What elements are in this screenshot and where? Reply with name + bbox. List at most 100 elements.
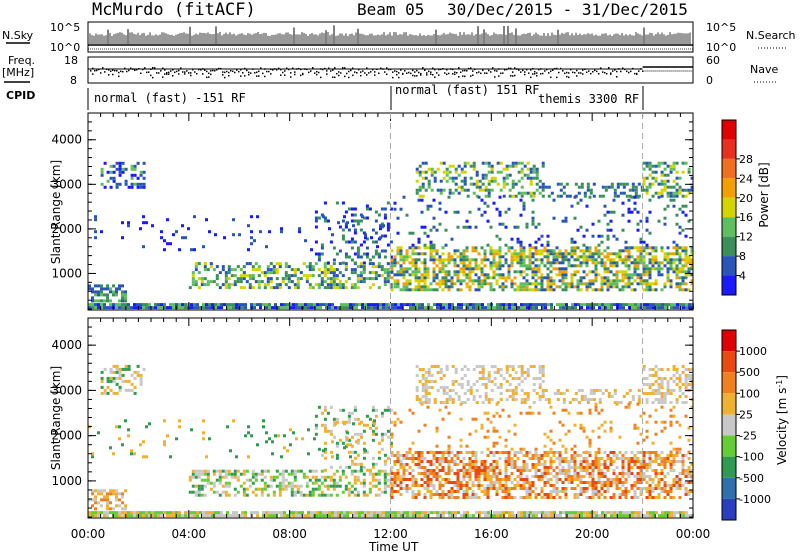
scatter-cell	[510, 460, 514, 463]
scatter-cell	[462, 472, 466, 475]
scatter-cell	[468, 279, 472, 283]
scatter-cell	[191, 283, 195, 287]
freq-dot	[242, 72, 244, 74]
scatter-cell	[408, 472, 412, 475]
scatter-cell	[648, 490, 652, 493]
scatter-cell	[489, 288, 493, 292]
scatter-cell	[251, 490, 255, 494]
scatter-cell	[684, 258, 688, 262]
scatter-cell	[229, 303, 232, 307]
date-range: 30/Dec/2015 - 31/Dec/2015	[447, 0, 688, 19]
scatter-cell	[558, 454, 562, 457]
scatter-cell	[633, 273, 637, 277]
scatter-cell	[666, 454, 670, 457]
scatter-cell	[642, 255, 646, 259]
scatter-cell	[489, 249, 493, 253]
scatter-cell	[335, 201, 339, 205]
scatter-cell	[556, 303, 559, 307]
scatter-cell	[484, 514, 487, 518]
scatter-cell	[633, 261, 637, 265]
scatter-cell	[498, 195, 502, 199]
scatter-cell	[634, 185, 638, 189]
scatter-cell	[525, 487, 529, 490]
scatter-cell	[468, 288, 472, 292]
scatter-cell	[490, 188, 494, 192]
scatter-cell	[594, 490, 598, 493]
scatter-cell	[290, 472, 294, 476]
scatter-cell	[505, 306, 508, 310]
scatter-cell	[408, 246, 412, 250]
scatter-cell	[505, 176, 509, 180]
scatter-cell	[687, 472, 691, 475]
freq-dot	[412, 69, 414, 72]
scatter-cell	[549, 276, 553, 280]
scatter-cell	[94, 290, 97, 294]
freq-unit: [MHz]	[2, 66, 34, 79]
scatter-cell	[411, 264, 415, 268]
scatter-cell	[441, 264, 445, 268]
scatter-cell	[447, 279, 451, 283]
scatter-cell	[284, 271, 288, 275]
scatter-cell	[588, 282, 592, 286]
freq-dot	[400, 69, 402, 71]
scatter-cell	[544, 511, 547, 515]
scatter-cell	[331, 306, 334, 310]
scatter-cell	[103, 293, 106, 297]
scatter-cell	[678, 188, 682, 192]
nsky-trace	[88, 25, 693, 50]
scatter-cell	[203, 469, 207, 473]
scatter-cell	[627, 273, 631, 277]
scatter-cell	[148, 306, 151, 310]
scatter-cell	[408, 282, 412, 286]
colorbar-tick-label: 12	[739, 231, 753, 244]
nave-dot	[248, 73, 250, 76]
scatter-cell	[399, 255, 403, 259]
nave-dot	[636, 73, 638, 76]
scatter-cell	[672, 185, 676, 189]
scatter-cell	[486, 496, 490, 499]
scatter-cell	[603, 264, 607, 268]
freq-dot	[124, 67, 126, 70]
scatter-cell	[594, 451, 598, 454]
scatter-cell	[537, 460, 541, 463]
scatter-cell	[616, 194, 620, 198]
scatter-cell	[423, 246, 427, 250]
scatter-cell	[386, 274, 390, 278]
freq-dot	[608, 67, 610, 69]
scatter-cell	[588, 249, 592, 253]
scatter-cell	[338, 475, 342, 479]
scatter-cell	[460, 303, 463, 307]
scatter-cell	[471, 246, 475, 250]
nave-dot	[438, 74, 440, 76]
scatter-cell	[648, 161, 652, 165]
scatter-cell	[606, 457, 610, 460]
scatter-cell	[564, 285, 568, 289]
scatter-cell	[480, 466, 484, 469]
scatter-cell	[359, 213, 363, 217]
scatter-cell	[236, 280, 240, 284]
scatter-cell	[532, 514, 535, 518]
scatter-cell	[341, 469, 345, 473]
scatter-cell	[603, 204, 607, 208]
scatter-cell	[516, 270, 520, 274]
scatter-cell	[664, 511, 667, 515]
scatter-cell	[499, 303, 502, 307]
scatter-cell	[504, 496, 508, 499]
freq-dot	[512, 71, 514, 73]
scatter-cell	[678, 207, 682, 211]
scatter-cell	[417, 276, 421, 280]
scatter-cell	[203, 265, 207, 269]
scatter-cell	[585, 246, 589, 250]
scatter-cell	[612, 258, 616, 262]
scatter-cell	[341, 274, 345, 278]
scatter-cell	[136, 176, 140, 180]
scatter-cell	[676, 303, 679, 307]
scatter-cell	[573, 258, 577, 262]
scatter-cell	[648, 285, 652, 289]
freq-dot	[606, 72, 608, 75]
scatter-cell	[559, 182, 563, 186]
scatter-cell	[562, 511, 565, 515]
scatter-cell	[561, 490, 565, 493]
freq-dot	[368, 72, 370, 74]
scatter-cell	[609, 451, 613, 454]
